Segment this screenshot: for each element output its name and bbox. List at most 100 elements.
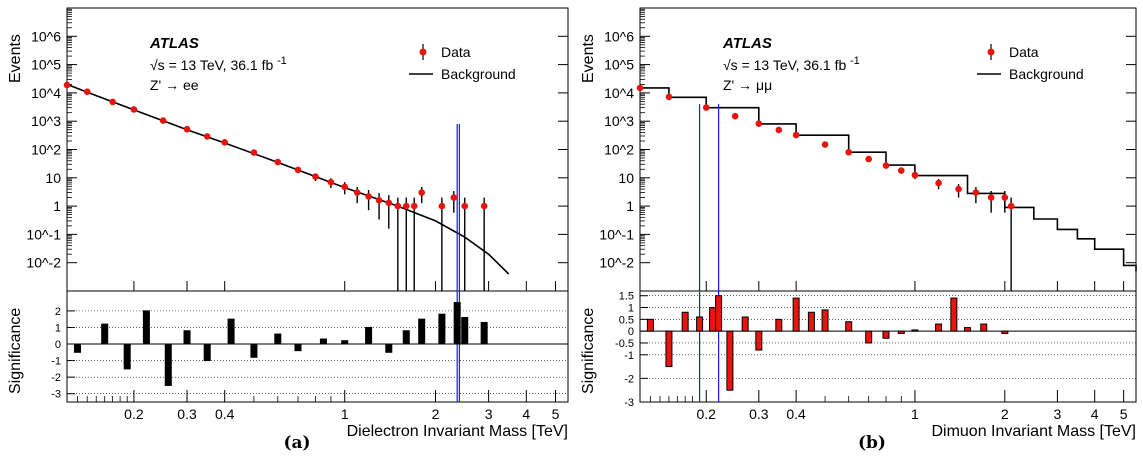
ratio-y-tick-label: 1.5 — [619, 291, 634, 303]
significance-bar — [227, 318, 235, 345]
x-tick-label: 4 — [1091, 406, 1099, 422]
x-tick-label: 2 — [432, 406, 440, 422]
y-tick-label: 10^5 — [604, 57, 634, 73]
data-point — [365, 193, 372, 200]
significance-bar — [897, 330, 905, 335]
lumi-exponent: -1 — [277, 55, 287, 67]
ratio-y-tick-label: 2 — [55, 306, 61, 318]
data-point — [327, 178, 335, 186]
y-tick-label: 10^2 — [604, 142, 634, 158]
data-point — [312, 173, 319, 180]
significance-bar — [142, 310, 150, 345]
legend-background-label: Background — [1009, 66, 1084, 82]
significance-bar — [73, 343, 81, 353]
main-plot-frame — [639, 7, 1137, 292]
significance-bar — [821, 309, 829, 332]
process-label: Z' → ee — [150, 77, 199, 93]
significance-bar — [665, 330, 673, 368]
significance-bar — [461, 317, 469, 345]
x-tick-label: 1 — [341, 406, 349, 422]
significance-bar — [183, 330, 191, 345]
significance-bar — [807, 311, 815, 332]
significance-bar — [164, 343, 172, 386]
significance-bar — [882, 330, 890, 339]
data-point — [183, 125, 191, 133]
ratio-plot-frame — [66, 290, 569, 403]
y-tick-label: 10^2 — [31, 142, 61, 158]
significance-bar — [681, 311, 689, 332]
x-tick-label: 0.4 — [786, 406, 806, 422]
energy-lumi-label: √s = 13 TeV, 36.1 fb — [150, 57, 273, 73]
y-tick-label: 10^5 — [31, 57, 61, 73]
x-tick-label: 5 — [1120, 406, 1128, 422]
y-tick-label: 1 — [53, 198, 61, 214]
significance-bar — [696, 316, 704, 332]
ratio-y-tick-label: 0 — [628, 326, 634, 338]
significance-bar — [775, 318, 783, 332]
legend-data-marker — [987, 48, 995, 56]
significance-bar — [480, 321, 488, 345]
data-point — [250, 149, 258, 156]
data-point — [438, 202, 446, 210]
data-point — [935, 179, 942, 187]
panel-caption: (a) — [283, 433, 310, 453]
experiment-label: ATLAS — [722, 35, 772, 52]
significance-bar — [294, 343, 302, 352]
y-tick-label: 10^6 — [604, 28, 634, 44]
data-point — [972, 189, 980, 196]
panel-caption: (b) — [858, 433, 886, 453]
data-point — [911, 171, 919, 179]
data-point — [755, 120, 763, 127]
data-point — [130, 106, 138, 113]
legend-background-label: Background — [441, 66, 516, 82]
data-point — [731, 112, 739, 120]
ratio-y-tick-label: -1 — [51, 356, 61, 368]
data-point — [159, 117, 167, 124]
data-point — [636, 84, 644, 92]
ratio-y-tick-label: 1 — [628, 303, 634, 315]
experiment-label: ATLAS — [149, 35, 199, 52]
y-tick-label: 10^4 — [604, 85, 634, 101]
legend-data-label: Data — [441, 44, 471, 60]
significance-bar — [715, 295, 723, 332]
significance-bar — [792, 297, 800, 332]
y-tick-label: 10^-1 — [599, 226, 634, 242]
data-point — [63, 81, 71, 89]
data-point — [987, 194, 995, 201]
ratio-y-tick-label: -1 — [624, 350, 634, 362]
x-tick-label: 0.2 — [124, 406, 144, 422]
x-tick-label: 0.2 — [697, 406, 717, 422]
data-point — [821, 141, 829, 148]
significance-bar — [418, 318, 426, 345]
data-point — [461, 202, 469, 210]
ratio-y-tick-label: -0.5 — [615, 338, 634, 350]
y-tick-label: 10^3 — [604, 113, 634, 129]
significance-bar — [950, 297, 958, 332]
legend-data-marker — [419, 48, 427, 56]
ratio-y-axis-title: Significance — [580, 308, 597, 394]
significance-bar — [865, 330, 873, 344]
significance-bar — [274, 333, 282, 345]
ratio-y-tick-label: 0.5 — [619, 314, 634, 326]
background-curve — [640, 87, 1137, 272]
data-point — [480, 202, 488, 210]
data-point — [1001, 194, 1009, 201]
significance-bar — [741, 316, 749, 332]
y-axis-title: Events — [580, 34, 597, 83]
x-tick-label: 2 — [1001, 406, 1009, 422]
significance-bar — [319, 338, 327, 345]
significance-bar — [709, 307, 717, 332]
significance-bar — [203, 343, 211, 362]
x-axis-title: Dimuon Invariant Mass [TeV] — [931, 423, 1136, 440]
ratio-y-tick-label: -3 — [51, 389, 61, 401]
y-tick-label: 10^-2 — [26, 255, 61, 271]
x-axis-title: Dielectron Invariant Mass [TeV] — [347, 423, 568, 440]
significance-bar — [980, 323, 988, 332]
y-tick-label: 10 — [618, 170, 634, 186]
x-tick-label: 3 — [485, 406, 493, 422]
significance-bar — [453, 302, 461, 345]
y-tick-label: 10^-1 — [26, 226, 61, 242]
data-point — [775, 126, 783, 134]
chart-panel-a: -3-2-101210^-210^-111010^210^310^410^510… — [7, 7, 569, 453]
